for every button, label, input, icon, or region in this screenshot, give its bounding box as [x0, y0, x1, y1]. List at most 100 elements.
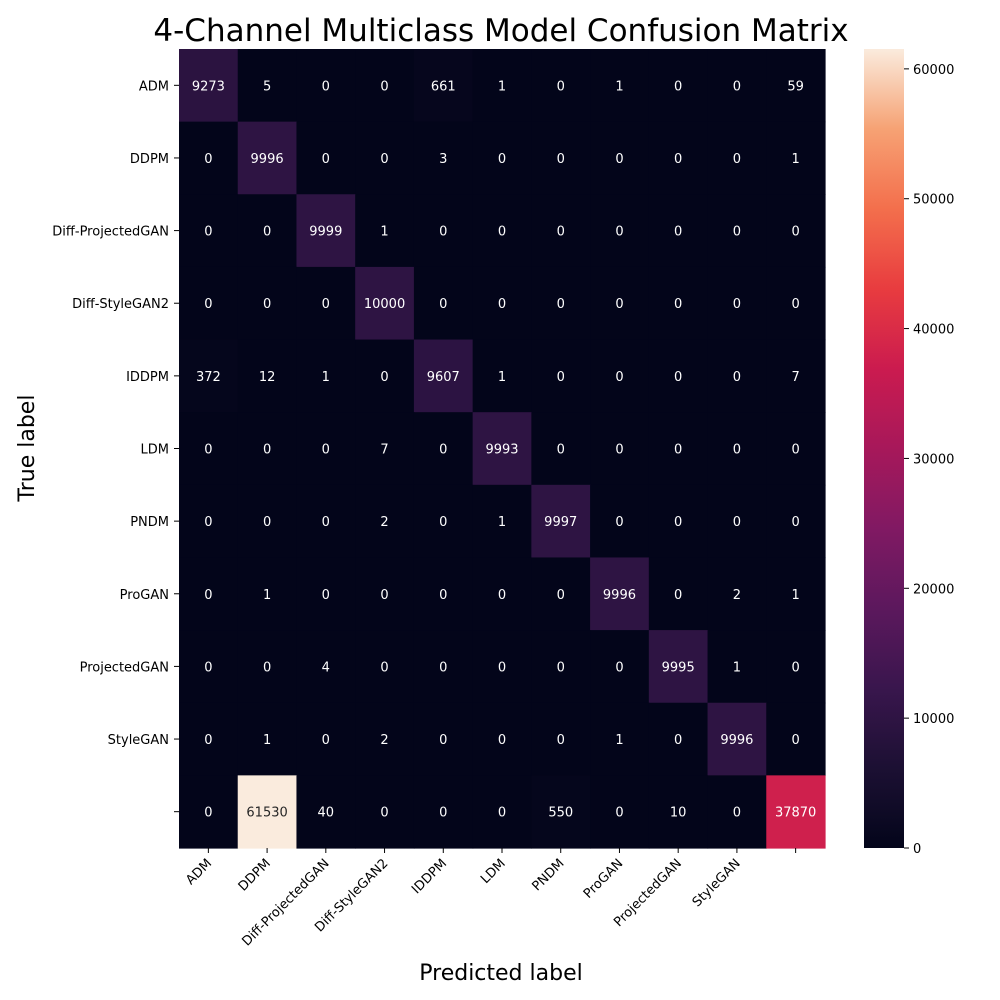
- heatmap-cell: [590, 412, 650, 486]
- heatmap-cell: [648, 194, 709, 268]
- cell-value-label: 0: [557, 443, 565, 458]
- cell-value-label: 3: [439, 152, 447, 167]
- cell-value-label: 0: [557, 733, 565, 748]
- colorbar-tick-label: 60000: [913, 63, 954, 78]
- cell-value-label: 1: [322, 370, 330, 385]
- cell-value-label: 0: [263, 297, 271, 312]
- x-tick-label: LDM: [478, 856, 509, 887]
- cell-value-label: 0: [322, 733, 330, 748]
- cell-value-label: 9996: [603, 588, 636, 603]
- cell-value-label: 59: [787, 79, 804, 94]
- cell-value-label: 0: [204, 733, 212, 748]
- cell-value-label: 0: [380, 79, 388, 94]
- heatmap-cell: [179, 49, 239, 123]
- heatmap-cell: [648, 121, 709, 195]
- cell-value-label: 9996: [720, 733, 753, 748]
- heatmap-cell: [413, 339, 474, 413]
- cell-value-label: 0: [263, 660, 271, 675]
- cell-value-label: 0: [674, 515, 682, 530]
- heatmap-cell: [766, 412, 826, 486]
- heatmap-cell: [237, 484, 298, 559]
- cell-value-label: 0: [263, 225, 271, 240]
- colorbar-tick-label: 30000: [913, 452, 954, 467]
- heatmap-cell: [648, 339, 709, 413]
- heatmap-cell: [648, 266, 709, 341]
- cell-value-label: 0: [322, 297, 330, 312]
- cell-value-label: 0: [674, 588, 682, 603]
- heatmap-cell: [179, 630, 239, 704]
- heatmap-cell: [766, 630, 826, 704]
- heatmap-cell: [707, 775, 767, 849]
- heatmap-cell: [531, 412, 591, 486]
- cell-value-label: 4: [322, 660, 330, 675]
- cell-value-label: 9273: [192, 79, 225, 94]
- heatmap-cell: [472, 339, 532, 413]
- cell-value-label: 0: [439, 515, 447, 530]
- cell-value-label: 1: [733, 660, 741, 675]
- heatmap-cell: [590, 194, 650, 268]
- heatmap-cell: [472, 484, 532, 559]
- heatmap-cell: [296, 194, 356, 268]
- heatmap-cell: [179, 775, 239, 849]
- heatmap-cell: [707, 339, 767, 413]
- heatmap-cell: [179, 557, 239, 631]
- cell-value-label: 0: [557, 79, 565, 94]
- cell-value-label: 10000: [364, 297, 405, 312]
- heatmap-cell: [590, 630, 650, 704]
- y-tick-label: Diff-ProjectedGAN: [52, 225, 169, 240]
- heatmap-cell: [531, 775, 591, 849]
- heatmap-cell: [766, 49, 826, 123]
- heatmap-cell: [766, 266, 826, 341]
- heatmap-cell: [179, 194, 239, 268]
- cell-value-label: 0: [674, 443, 682, 458]
- cell-value-label: 0: [439, 733, 447, 748]
- cell-value-label: 1: [791, 588, 799, 603]
- y-tick-label: LDM: [141, 443, 169, 458]
- cell-value-label: 0: [733, 79, 741, 94]
- cell-value-label: 0: [498, 660, 506, 675]
- cell-value-label: 0: [733, 152, 741, 167]
- cell-value-label: 0: [674, 297, 682, 312]
- heatmap-cell: [296, 266, 356, 341]
- heatmap-cell: [590, 339, 650, 413]
- cell-value-label: 1: [380, 225, 388, 240]
- cell-value-label: 9607: [427, 370, 460, 385]
- heatmap-cell: [355, 702, 415, 776]
- cell-value-label: 0: [204, 806, 212, 821]
- cell-value-label: 0: [615, 370, 623, 385]
- heatmap-cell: [707, 194, 767, 268]
- heatmap-cell: [413, 266, 474, 341]
- heatmap-cell: [472, 412, 532, 486]
- heatmap-cell: [648, 775, 709, 849]
- heatmap-cell: [648, 630, 709, 704]
- x-tick-label: ADM: [183, 856, 215, 888]
- cell-value-label: 0: [439, 806, 447, 821]
- heatmap-cell: [237, 630, 298, 704]
- x-tick-label: PNDM: [530, 856, 568, 894]
- heatmap-cell: [237, 557, 298, 631]
- cell-value-label: 0: [439, 588, 447, 603]
- heatmap-cell: [590, 775, 650, 849]
- cell-value-label: 9993: [485, 443, 518, 458]
- heatmap-cell: [707, 121, 767, 195]
- y-tick-label: ProGAN: [120, 588, 169, 603]
- heatmap-cell: [413, 121, 474, 195]
- cell-value-label: 0: [439, 225, 447, 240]
- cell-value-label: 0: [439, 297, 447, 312]
- cell-value-label: 661: [431, 79, 456, 94]
- cell-value-label: 0: [204, 297, 212, 312]
- heatmap-cell: [766, 775, 826, 849]
- heatmap-cell: [766, 194, 826, 268]
- heatmap-cell: [413, 194, 474, 268]
- heatmap-cell: [472, 702, 532, 776]
- chart-title: 4-Channel Multiclass Model Confusion Mat…: [153, 13, 848, 49]
- heatmap-cell: [707, 630, 767, 704]
- y-tick-label: ProjectedGAN: [80, 660, 169, 675]
- cell-value-label: 0: [557, 152, 565, 167]
- colorbar-tick-label: 50000: [913, 193, 954, 208]
- cell-value-label: 61530: [246, 806, 287, 821]
- heatmap-cell: [237, 121, 298, 195]
- cell-value-label: 0: [557, 297, 565, 312]
- cell-value-label: 0: [380, 806, 388, 821]
- cell-value-label: 0: [557, 370, 565, 385]
